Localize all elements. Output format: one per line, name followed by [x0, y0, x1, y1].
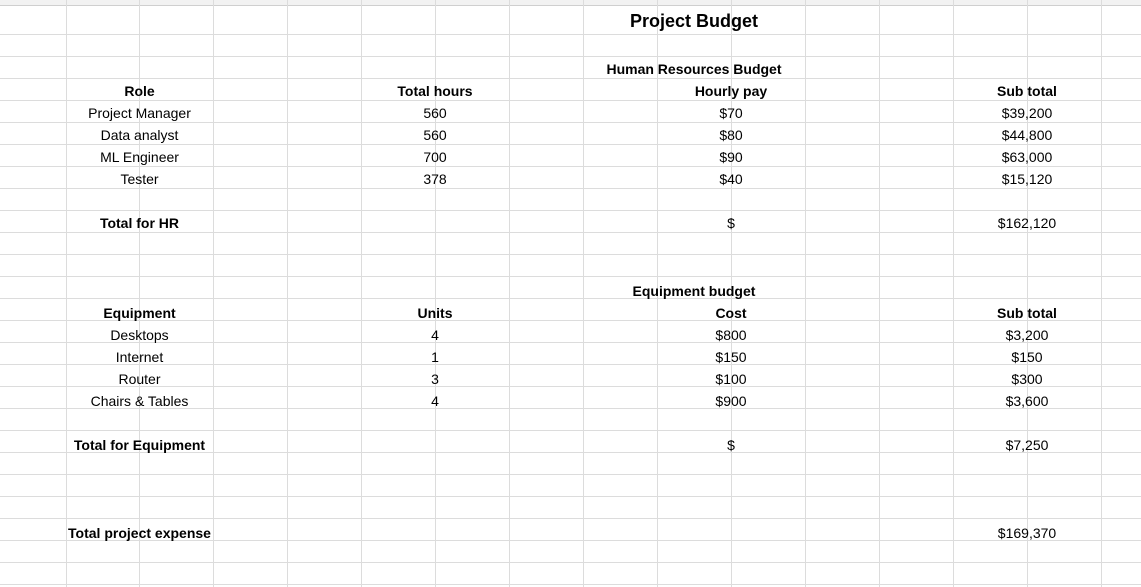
- hr-subtotal-cell[interactable]: $63,000: [1001, 149, 1053, 165]
- grid-column-line: [213, 0, 214, 587]
- grid-row-line: [0, 276, 1141, 277]
- grand-total-value[interactable]: $169,370: [997, 525, 1057, 541]
- equipment-total-label: Total for Equipment: [73, 437, 206, 453]
- hr-role-cell[interactable]: Tester: [120, 171, 159, 187]
- equipment-subtotal-header: Sub total: [997, 305, 1057, 321]
- page-title: Project Budget: [629, 11, 758, 31]
- hr-role-header: Role: [124, 83, 155, 99]
- equipment-subtotal-cell[interactable]: $150: [1011, 349, 1043, 365]
- grid-row-line: [0, 430, 1141, 431]
- grid-column-line: [1101, 0, 1102, 587]
- hr-pay-cell[interactable]: $80: [719, 127, 743, 143]
- hr-role-cell[interactable]: Project Manager: [88, 105, 191, 121]
- equipment-header: Equipment: [103, 305, 176, 321]
- hr-hours-header: Total hours: [397, 83, 473, 99]
- hr-subtotal-cell[interactable]: $44,800: [1001, 127, 1053, 143]
- equipment-subtotal-cell[interactable]: $3,200: [1005, 327, 1049, 343]
- hr-role-cell[interactable]: ML Engineer: [100, 149, 179, 165]
- equipment-subtotal-cell[interactable]: $3,600: [1005, 393, 1049, 409]
- equipment-units-cell[interactable]: 4: [431, 327, 439, 343]
- hr-hours-cell[interactable]: 378: [423, 171, 447, 187]
- equipment-units-cell[interactable]: 3: [431, 371, 439, 387]
- units-header: Units: [417, 305, 453, 321]
- hr-hours-cell[interactable]: 700: [423, 149, 447, 165]
- equipment-item-cell[interactable]: Internet: [115, 349, 164, 365]
- hr-subtotal-cell[interactable]: $39,200: [1001, 105, 1053, 121]
- grid-column-line: [509, 0, 510, 587]
- equipment-cost-cell[interactable]: $800: [715, 327, 747, 343]
- hr-pay-header: Hourly pay: [694, 83, 768, 99]
- hr-subtotal-header: Sub total: [997, 83, 1057, 99]
- hr-total-label: Total for HR: [99, 215, 180, 231]
- equipment-item-cell[interactable]: Desktops: [110, 327, 169, 343]
- hr-subtotal-cell[interactable]: $15,120: [1001, 171, 1053, 187]
- grid-row-line: [0, 298, 1141, 299]
- grid-column-line: [287, 0, 288, 587]
- grid-row-line: [0, 254, 1141, 255]
- hr-pay-cell[interactable]: $70: [719, 105, 743, 121]
- equipment-item-cell[interactable]: Chairs & Tables: [90, 393, 189, 409]
- grid-row-line: [0, 56, 1141, 57]
- equipment-cost-cell[interactable]: $900: [715, 393, 747, 409]
- hr-pay-cell[interactable]: $40: [719, 171, 743, 187]
- equipment-units-cell[interactable]: 1: [431, 349, 439, 365]
- sheet-top-edge: [0, 0, 1141, 6]
- grid-row-line: [0, 474, 1141, 475]
- equipment-cost-cell[interactable]: $100: [715, 371, 747, 387]
- cost-header: Cost: [715, 305, 747, 321]
- grand-total-label: Total project expense: [68, 525, 211, 541]
- equipment-section-title: Equipment budget: [632, 283, 756, 299]
- grid-row-line: [0, 78, 1141, 79]
- grid-column-line: [805, 0, 806, 587]
- equipment-total-value[interactable]: $7,250: [1005, 437, 1049, 453]
- equipment-total-currency[interactable]: $: [727, 437, 735, 453]
- grid-row-line: [0, 562, 1141, 563]
- hr-hours-cell[interactable]: 560: [423, 127, 447, 143]
- grid-row-line: [0, 496, 1141, 497]
- grid-row-line: [0, 34, 1141, 35]
- grid-column-line: [879, 0, 880, 587]
- hr-pay-cell[interactable]: $90: [719, 149, 743, 165]
- grid-row-line: [0, 210, 1141, 211]
- hr-total-value[interactable]: $162,120: [997, 215, 1057, 231]
- hr-hours-cell[interactable]: 560: [423, 105, 447, 121]
- grid-row-line: [0, 518, 1141, 519]
- hr-role-cell[interactable]: Data analyst: [100, 127, 179, 143]
- equipment-item-cell[interactable]: Router: [118, 371, 161, 387]
- grid-row-line: [0, 584, 1141, 585]
- hr-total-currency[interactable]: $: [727, 215, 735, 231]
- hr-section-title: Human Resources Budget: [606, 61, 782, 77]
- equipment-cost-cell[interactable]: $150: [715, 349, 747, 365]
- equipment-subtotal-cell[interactable]: $300: [1011, 371, 1043, 387]
- equipment-units-cell[interactable]: 4: [431, 393, 439, 409]
